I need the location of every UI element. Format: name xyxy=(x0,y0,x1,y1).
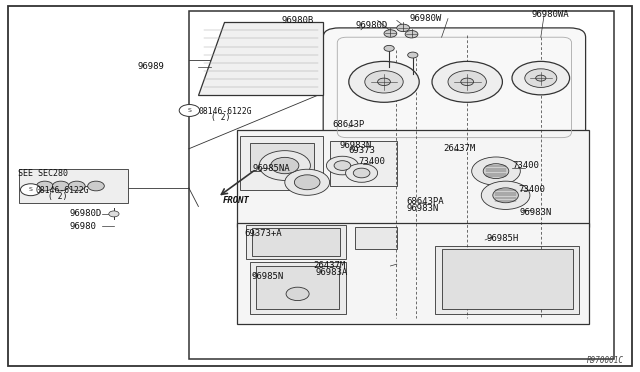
Text: 26437M: 26437M xyxy=(443,144,475,153)
Text: R970001C: R970001C xyxy=(587,356,624,365)
Circle shape xyxy=(461,78,474,86)
Text: 08146-6122G: 08146-6122G xyxy=(35,186,89,195)
Bar xyxy=(435,246,579,314)
Circle shape xyxy=(512,61,570,95)
Text: 73400: 73400 xyxy=(512,161,539,170)
Text: 96980WA: 96980WA xyxy=(531,10,569,19)
Text: 68643PA: 68643PA xyxy=(406,197,444,206)
Bar xyxy=(256,266,339,309)
Text: 73400: 73400 xyxy=(518,185,545,194)
Circle shape xyxy=(259,151,310,180)
Bar xyxy=(330,141,397,186)
Circle shape xyxy=(36,181,53,191)
Text: 96985N: 96985N xyxy=(252,272,284,280)
Polygon shape xyxy=(198,22,323,95)
Circle shape xyxy=(483,164,509,179)
Circle shape xyxy=(346,164,378,182)
Text: S: S xyxy=(29,187,33,192)
Bar xyxy=(442,249,573,309)
Circle shape xyxy=(408,52,418,58)
Text: 96980D: 96980D xyxy=(355,21,387,30)
Bar xyxy=(250,262,346,314)
Bar xyxy=(246,225,346,259)
Circle shape xyxy=(365,71,403,93)
Circle shape xyxy=(88,181,104,191)
Text: 68643P: 68643P xyxy=(333,120,365,129)
Circle shape xyxy=(271,157,299,174)
Text: 96980D: 96980D xyxy=(69,209,101,218)
Text: 26437M: 26437M xyxy=(314,262,346,270)
Circle shape xyxy=(326,156,358,175)
Text: 96980: 96980 xyxy=(69,222,96,231)
Text: 69373: 69373 xyxy=(349,146,376,155)
Circle shape xyxy=(285,169,330,195)
Text: 96985NA: 96985NA xyxy=(253,164,291,173)
Text: 96983N: 96983N xyxy=(339,141,371,150)
Circle shape xyxy=(68,181,85,191)
Bar xyxy=(189,11,614,359)
Circle shape xyxy=(525,69,557,87)
Circle shape xyxy=(353,168,370,178)
Circle shape xyxy=(536,75,546,81)
Bar xyxy=(19,169,128,203)
Text: 69373+A: 69373+A xyxy=(244,229,282,238)
Circle shape xyxy=(179,105,200,116)
Text: FRONT: FRONT xyxy=(223,196,250,205)
Circle shape xyxy=(52,181,69,191)
Text: 08146-6122G: 08146-6122G xyxy=(198,107,252,116)
Text: 73400: 73400 xyxy=(358,157,385,166)
Text: 96980B: 96980B xyxy=(282,16,314,25)
Circle shape xyxy=(397,24,410,32)
Text: 96985H: 96985H xyxy=(486,234,518,243)
FancyBboxPatch shape xyxy=(323,28,586,147)
Text: 96983N: 96983N xyxy=(520,208,552,217)
Text: ( 2): ( 2) xyxy=(48,192,67,201)
Circle shape xyxy=(349,61,419,102)
Bar xyxy=(250,143,314,171)
Circle shape xyxy=(378,78,390,86)
Bar xyxy=(237,223,589,324)
Circle shape xyxy=(481,181,530,209)
Text: 96989: 96989 xyxy=(138,62,164,71)
Circle shape xyxy=(432,61,502,102)
Text: SEE SEC280: SEE SEC280 xyxy=(18,169,68,178)
Text: 96983A: 96983A xyxy=(316,268,348,277)
Text: 96983N: 96983N xyxy=(406,204,438,213)
Text: ( 2): ( 2) xyxy=(211,113,230,122)
Circle shape xyxy=(384,30,397,37)
Circle shape xyxy=(472,157,520,185)
Circle shape xyxy=(384,45,394,51)
Circle shape xyxy=(405,31,418,38)
Circle shape xyxy=(286,287,309,301)
Bar xyxy=(355,227,397,249)
Circle shape xyxy=(294,175,320,190)
Circle shape xyxy=(334,161,351,170)
Circle shape xyxy=(109,211,119,217)
Text: 96980W: 96980W xyxy=(410,14,442,23)
Bar xyxy=(240,136,323,190)
Text: S: S xyxy=(188,108,191,113)
Circle shape xyxy=(493,188,518,203)
Circle shape xyxy=(448,71,486,93)
Bar xyxy=(237,130,589,227)
Bar xyxy=(252,228,340,256)
Circle shape xyxy=(20,184,41,196)
